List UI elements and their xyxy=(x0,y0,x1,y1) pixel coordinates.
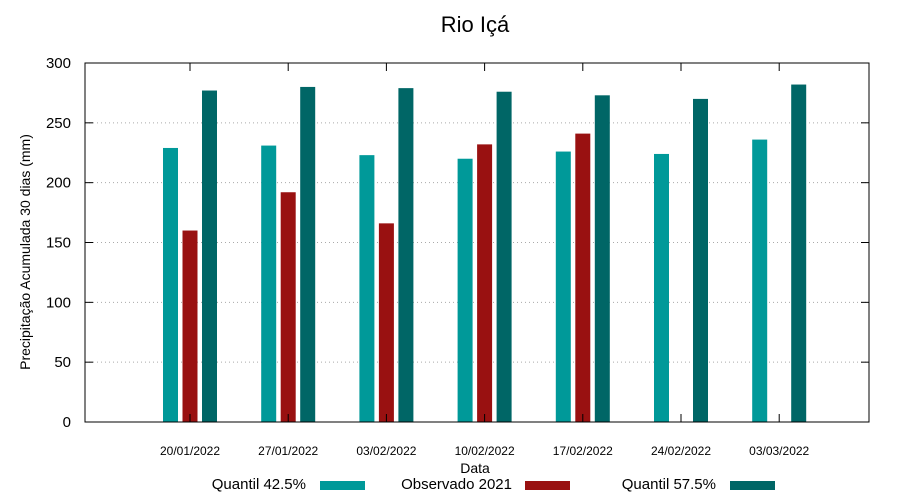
bar xyxy=(654,153,669,423)
bar xyxy=(163,147,178,423)
legend-label: Quantil 57.5% xyxy=(622,476,716,493)
bar xyxy=(398,88,414,422)
grid-lines xyxy=(85,122,869,363)
legend-swatch xyxy=(320,481,365,490)
y-tick-label: 300 xyxy=(46,55,71,72)
bar xyxy=(300,86,316,422)
y-tick-label: 250 xyxy=(46,115,71,132)
legend-swatch xyxy=(525,481,570,490)
bar xyxy=(182,230,198,422)
y-axis-label: Precipitação Acumulada 30 dias (mm) xyxy=(17,134,33,370)
y-tick-label: 50 xyxy=(54,354,71,371)
legend: Quantil 42.5% Observado 2021 Quantil 57.5% xyxy=(212,476,775,493)
bar xyxy=(280,192,296,422)
bar xyxy=(594,95,610,422)
bar xyxy=(261,145,277,422)
bar xyxy=(575,133,591,422)
bar xyxy=(693,98,708,423)
y-tick-label: 100 xyxy=(46,294,71,311)
x-tick-label: 20/01/2022 xyxy=(160,444,220,458)
bar xyxy=(359,155,375,423)
y-tick-label: 150 xyxy=(46,235,71,252)
x-tick-label: 03/03/2022 xyxy=(749,444,809,458)
bars xyxy=(163,84,807,423)
bar xyxy=(496,91,512,422)
x-tick-label: 27/01/2022 xyxy=(258,444,318,458)
x-tick-label: 17/02/2022 xyxy=(553,444,613,458)
x-axis-ticks: 20/01/2022 27/01/2022 03/02/2022 10/02/2022… xyxy=(160,63,810,458)
bar xyxy=(791,84,807,422)
bar xyxy=(378,223,394,422)
bar xyxy=(752,139,768,422)
legend-swatch xyxy=(730,481,775,490)
bar xyxy=(477,144,493,422)
x-tick-label: 10/02/2022 xyxy=(455,444,515,458)
x-tick-label: 24/02/2022 xyxy=(651,444,711,458)
x-tick-label: 03/02/2022 xyxy=(356,444,416,458)
y-axis-ticks: 0 50 100 150 200 250 300 xyxy=(46,55,869,431)
y-tick-label: 200 xyxy=(46,175,71,192)
bar xyxy=(202,90,217,423)
x-axis-label: Data xyxy=(460,460,490,476)
bar xyxy=(555,151,571,422)
y-tick-label: 0 xyxy=(63,414,71,431)
legend-label: Observado 2021 xyxy=(401,476,512,493)
bar xyxy=(457,158,473,422)
chart-title: Rio Içá xyxy=(441,12,510,37)
legend-label: Quantil 42.5% xyxy=(212,476,306,493)
